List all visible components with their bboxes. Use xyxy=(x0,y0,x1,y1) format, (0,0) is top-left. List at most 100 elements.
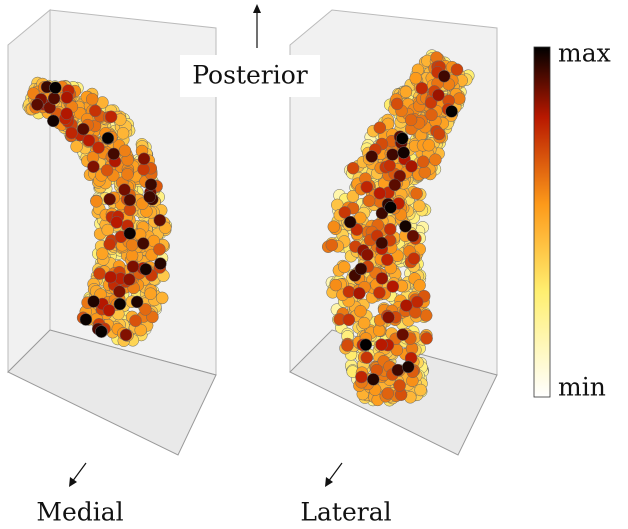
point xyxy=(326,239,338,251)
point xyxy=(355,371,367,383)
point xyxy=(31,99,43,111)
colorbar-min: min xyxy=(558,373,606,402)
arrow-head xyxy=(253,4,261,13)
point xyxy=(137,238,149,250)
point xyxy=(140,263,152,275)
point xyxy=(413,200,425,212)
point xyxy=(385,201,397,213)
point xyxy=(407,230,419,242)
point xyxy=(361,352,373,364)
point xyxy=(66,127,78,139)
point xyxy=(49,82,61,94)
point xyxy=(367,373,379,385)
point xyxy=(402,361,414,373)
point xyxy=(47,115,59,127)
point xyxy=(117,127,129,139)
point xyxy=(387,149,399,161)
point xyxy=(355,263,367,275)
point xyxy=(400,86,412,98)
point xyxy=(61,92,73,104)
point xyxy=(397,329,409,341)
point xyxy=(406,160,418,172)
point xyxy=(341,340,353,352)
point xyxy=(353,287,365,299)
point xyxy=(411,296,423,308)
point xyxy=(120,329,132,341)
point xyxy=(48,92,60,104)
point xyxy=(144,191,156,203)
point xyxy=(361,249,373,261)
point xyxy=(361,181,373,193)
point xyxy=(417,156,429,168)
medial-label: Medial xyxy=(36,498,123,527)
point xyxy=(414,279,426,291)
point xyxy=(400,300,412,312)
point xyxy=(83,135,95,147)
point xyxy=(384,160,396,172)
point xyxy=(153,243,165,255)
point xyxy=(108,148,120,160)
point xyxy=(124,227,136,239)
point xyxy=(122,168,134,180)
box-side xyxy=(8,10,50,372)
point xyxy=(382,387,394,399)
point xyxy=(131,296,143,308)
point xyxy=(77,123,89,135)
point xyxy=(408,253,420,265)
point xyxy=(438,70,450,82)
point xyxy=(105,111,117,123)
colorbar xyxy=(534,47,550,397)
point xyxy=(343,286,355,298)
point xyxy=(154,214,166,226)
point xyxy=(415,384,427,396)
point xyxy=(113,286,125,298)
point xyxy=(145,288,157,300)
point xyxy=(86,93,98,105)
point xyxy=(104,238,116,250)
point xyxy=(426,109,438,121)
point xyxy=(87,161,99,173)
point xyxy=(366,151,378,163)
point xyxy=(61,108,73,120)
arrow xyxy=(72,463,86,482)
arrow-head xyxy=(325,477,333,487)
point xyxy=(111,216,123,228)
point xyxy=(376,272,388,284)
arrow-head xyxy=(69,477,77,487)
point xyxy=(138,163,150,175)
point xyxy=(124,194,136,206)
point xyxy=(114,298,126,310)
point xyxy=(405,114,417,126)
point xyxy=(154,258,166,270)
point xyxy=(399,220,411,232)
point xyxy=(103,304,115,316)
point xyxy=(419,166,431,178)
point xyxy=(374,187,386,199)
point xyxy=(328,221,340,233)
point xyxy=(381,254,393,266)
point xyxy=(392,364,404,376)
point xyxy=(347,162,359,174)
point xyxy=(429,154,441,166)
point xyxy=(416,82,428,94)
point xyxy=(94,268,106,280)
point xyxy=(396,133,408,145)
point xyxy=(384,223,396,235)
point xyxy=(126,250,138,262)
point xyxy=(89,105,101,117)
point xyxy=(123,274,135,286)
arrow xyxy=(328,463,342,482)
point xyxy=(80,314,92,326)
point xyxy=(391,98,403,110)
point xyxy=(105,271,117,283)
point xyxy=(71,141,83,153)
point xyxy=(433,128,445,140)
point xyxy=(453,93,465,105)
point xyxy=(411,188,423,200)
point xyxy=(387,281,399,293)
posterior-label: Posterior xyxy=(192,61,308,90)
point xyxy=(338,261,350,273)
point xyxy=(376,237,388,249)
point xyxy=(104,193,116,205)
colorbar-max: max xyxy=(558,39,611,68)
